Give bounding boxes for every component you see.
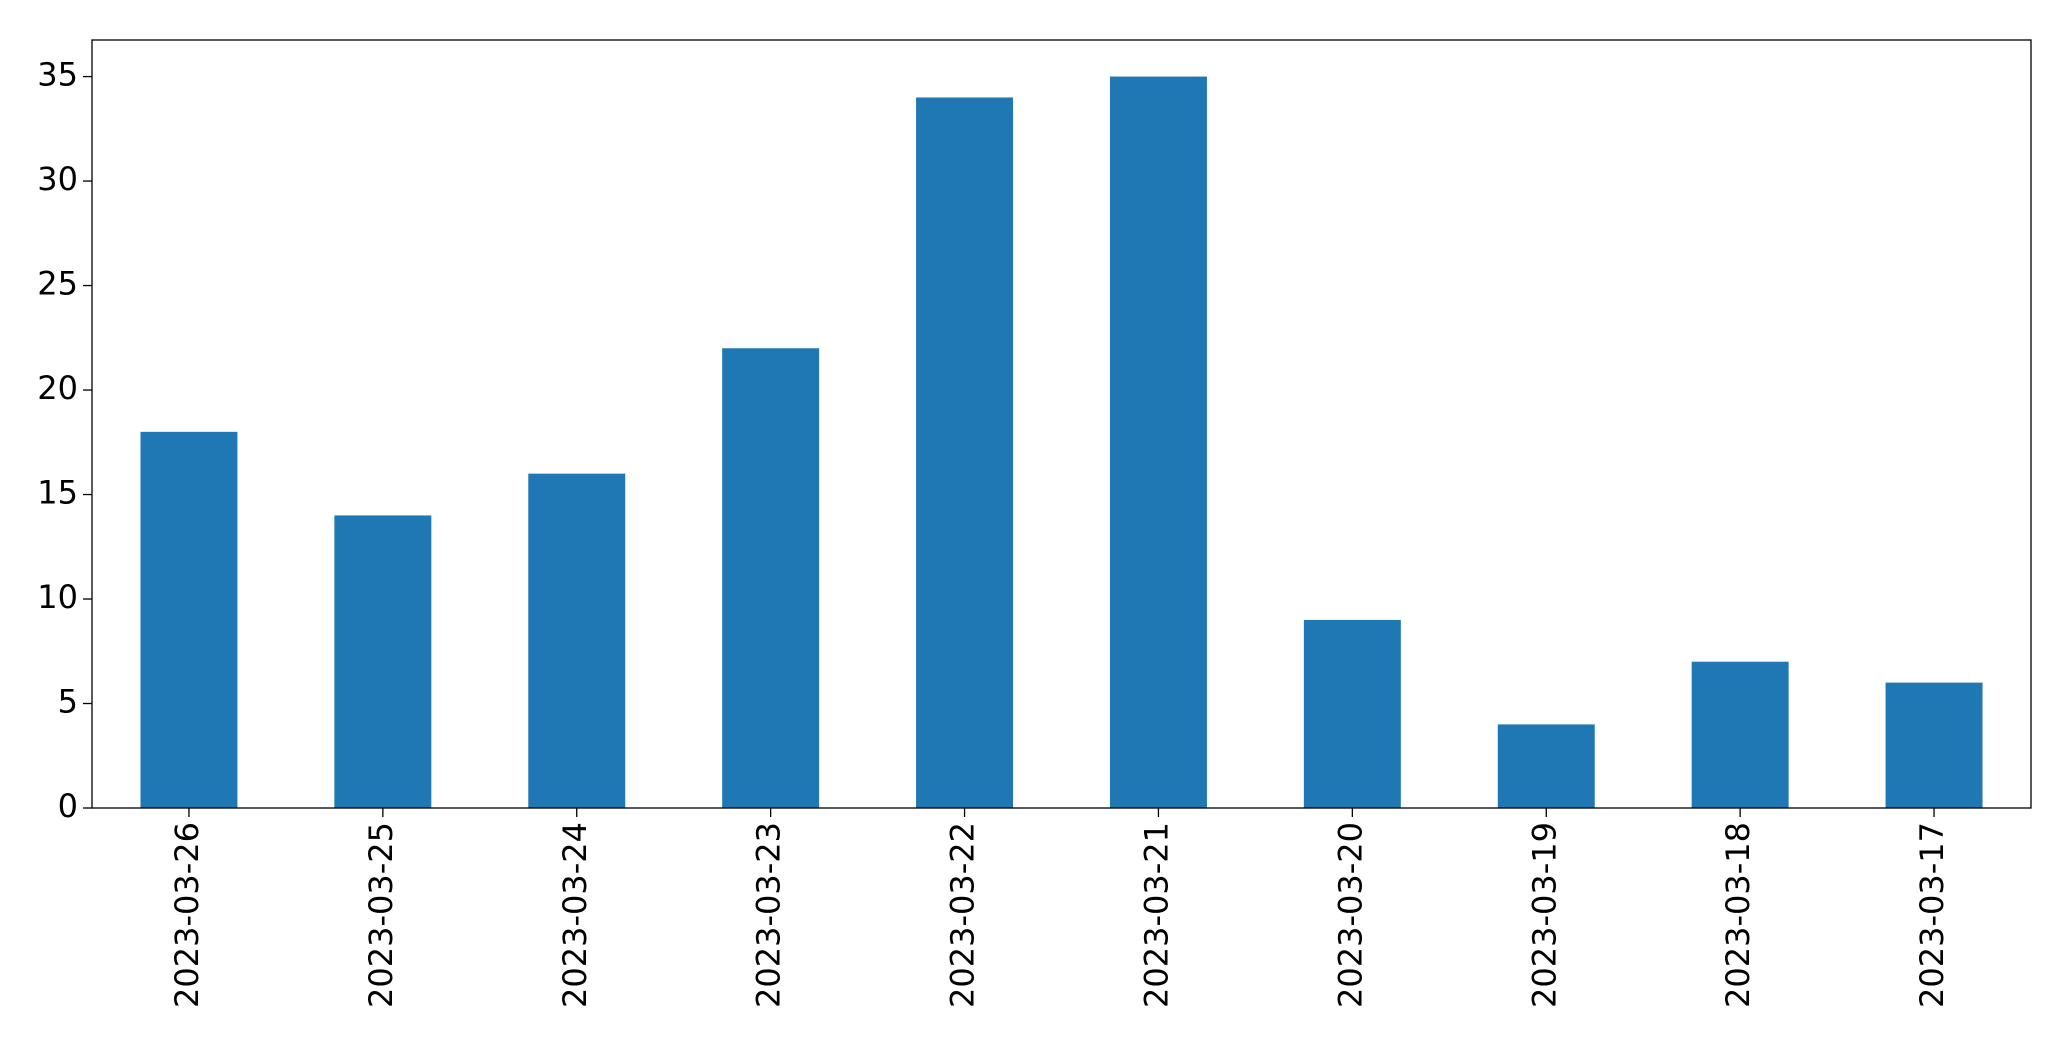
y-tick-label: 0 [58, 787, 78, 825]
y-tick-label: 25 [37, 265, 78, 303]
plot-frame [91, 39, 2032, 809]
x-tick-label: 2023-03-19 [1525, 822, 1563, 1008]
x-tick-label: 2023-03-23 [750, 822, 788, 1008]
x-tick-label: 2023-03-22 [944, 822, 982, 1008]
x-tick-label: 2023-03-26 [168, 822, 206, 1008]
y-tick-label: 15 [37, 474, 78, 512]
y-tick-label: 30 [37, 160, 78, 198]
bar [528, 473, 626, 808]
x-tick-label: 2023-03-20 [1331, 822, 1369, 1008]
y-tick-label: 35 [37, 56, 78, 94]
x-tick-label: 2023-03-24 [556, 822, 594, 1008]
y-tick-label: 5 [58, 683, 78, 721]
x-tick-label: 2023-03-17 [1913, 822, 1951, 1008]
bar [1691, 661, 1789, 808]
y-tick-label: 10 [37, 578, 78, 616]
x-tick-label: 2023-03-25 [362, 822, 400, 1008]
bar [916, 97, 1014, 809]
bar [1497, 724, 1595, 808]
x-tick-label: 2023-03-18 [1719, 822, 1757, 1008]
bar [1109, 76, 1207, 809]
bar [1885, 682, 1983, 808]
y-tick-label: 20 [37, 369, 78, 407]
bar [1303, 619, 1401, 808]
x-tick-label: 2023-03-21 [1137, 822, 1175, 1008]
bar [140, 431, 238, 808]
bar [334, 515, 432, 808]
bar [722, 348, 820, 808]
